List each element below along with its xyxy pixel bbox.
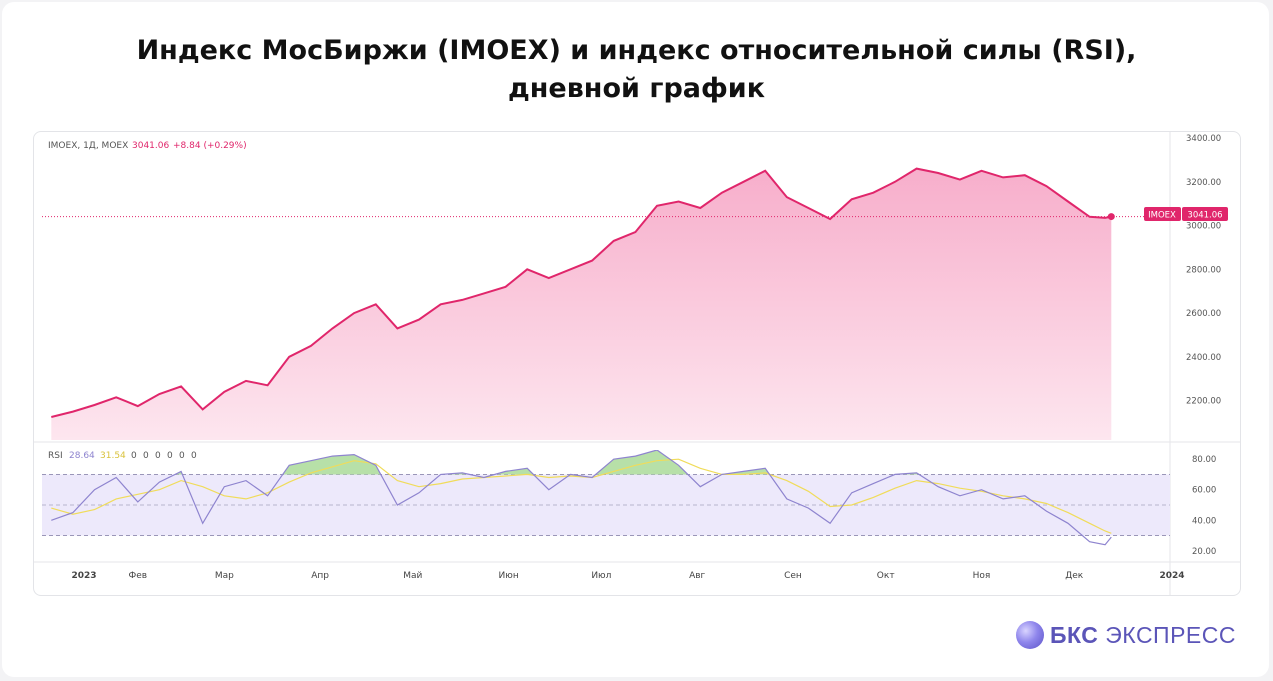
brand-text: БКС ЭКСПРЕСС xyxy=(1050,622,1236,649)
time-tick-label: Ноя xyxy=(973,571,991,581)
time-tick-label: Сен xyxy=(784,571,802,581)
rsi-tick-label: 40.00 xyxy=(1192,516,1216,526)
chart-panel: 3400.00 3200.00 3000.00 2800.00 2600.00 2400.… xyxy=(33,131,1241,596)
price-label-name: IMOEX xyxy=(1148,211,1176,221)
rsi-tick-label: 60.00 xyxy=(1192,486,1216,496)
price-tick-label: 2600.00 xyxy=(1186,309,1221,319)
price-label: IMOEX 3041.06 xyxy=(1144,207,1228,221)
rsi-tick-label: 80.00 xyxy=(1192,455,1216,465)
rsi-legend-extra-2: 0 xyxy=(143,451,149,461)
price-label-name-bg xyxy=(1144,207,1181,221)
rsi-legend-extra-1: 0 xyxy=(131,451,137,461)
rsi-line xyxy=(51,450,1112,546)
price-line xyxy=(51,167,1112,418)
last-price-dot xyxy=(1107,213,1115,221)
price-label-value: 3041.06 xyxy=(1187,211,1222,221)
price-tick-label: 3400.00 xyxy=(1186,134,1221,144)
time-tick-label: 2024 xyxy=(1159,571,1184,581)
price-label-value-bg xyxy=(1182,207,1228,221)
rsi-legend-ma: 31.54 xyxy=(100,451,126,461)
legend-change: +8.84 (+0.29%) xyxy=(173,141,247,151)
brand-rest: ЭКСПРЕСС xyxy=(1098,621,1236,648)
time-tick-label: Июн xyxy=(499,571,519,581)
rsi-legend: RSI 28.64 31.54 0 0 0 0 0 0 xyxy=(48,451,197,461)
brand-sphere-icon xyxy=(1016,621,1044,649)
chart-svg: 3400.00 3200.00 3000.00 2800.00 2600.00 2400.… xyxy=(34,132,1240,595)
time-tick-label: Дек xyxy=(1065,571,1084,581)
rsi-legend-extra-3: 0 xyxy=(155,451,161,461)
time-tick-label: Авг xyxy=(689,571,705,581)
time-tick-label: Окт xyxy=(877,571,895,581)
time-tick-label: Май xyxy=(403,571,422,581)
price-area xyxy=(51,168,1112,440)
rsi-overbought-fill xyxy=(51,450,1112,475)
time-tick-label: Апр xyxy=(311,571,329,581)
time-tick-label: Июл xyxy=(591,571,611,581)
title-line-1: Индекс МосБиржи (IMOEX) и индекс относит… xyxy=(136,35,1137,66)
rsi-legend-extra-5: 0 xyxy=(179,451,185,461)
rsi-tick-label: 20.00 xyxy=(1192,547,1216,557)
brand-bold: БКС xyxy=(1050,621,1099,648)
price-legend: IMOEX, 1Д, MOEX 3041.06 +8.84 (+0.29%) xyxy=(48,141,247,151)
rsi-legend-value: 28.64 xyxy=(69,451,95,461)
legend-symbol: IMOEX, 1Д, MOEX xyxy=(48,141,128,151)
rsi-legend-name: RSI xyxy=(48,451,63,461)
brand-logo: БКС ЭКСПРЕСС xyxy=(1016,620,1236,650)
title-line-2: дневной график xyxy=(507,73,766,104)
price-tick-label: 2200.00 xyxy=(1186,397,1221,407)
price-tick-label: 3200.00 xyxy=(1186,178,1221,188)
time-tick-label: 2023 xyxy=(71,571,96,581)
page-title: Индекс МосБиржи (IMOEX) и индекс относит… xyxy=(0,32,1273,108)
time-tick-label: Фев xyxy=(129,571,148,581)
rsi-legend-extra-6: 0 xyxy=(191,451,197,461)
price-tick-label: 2400.00 xyxy=(1186,353,1221,363)
price-tick-label: 3000.00 xyxy=(1186,222,1221,232)
price-tick-label: 2800.00 xyxy=(1186,265,1221,275)
rsi-legend-extra-4: 0 xyxy=(167,451,173,461)
time-tick-label: Мар xyxy=(215,571,234,581)
legend-last: 3041.06 xyxy=(132,141,169,151)
